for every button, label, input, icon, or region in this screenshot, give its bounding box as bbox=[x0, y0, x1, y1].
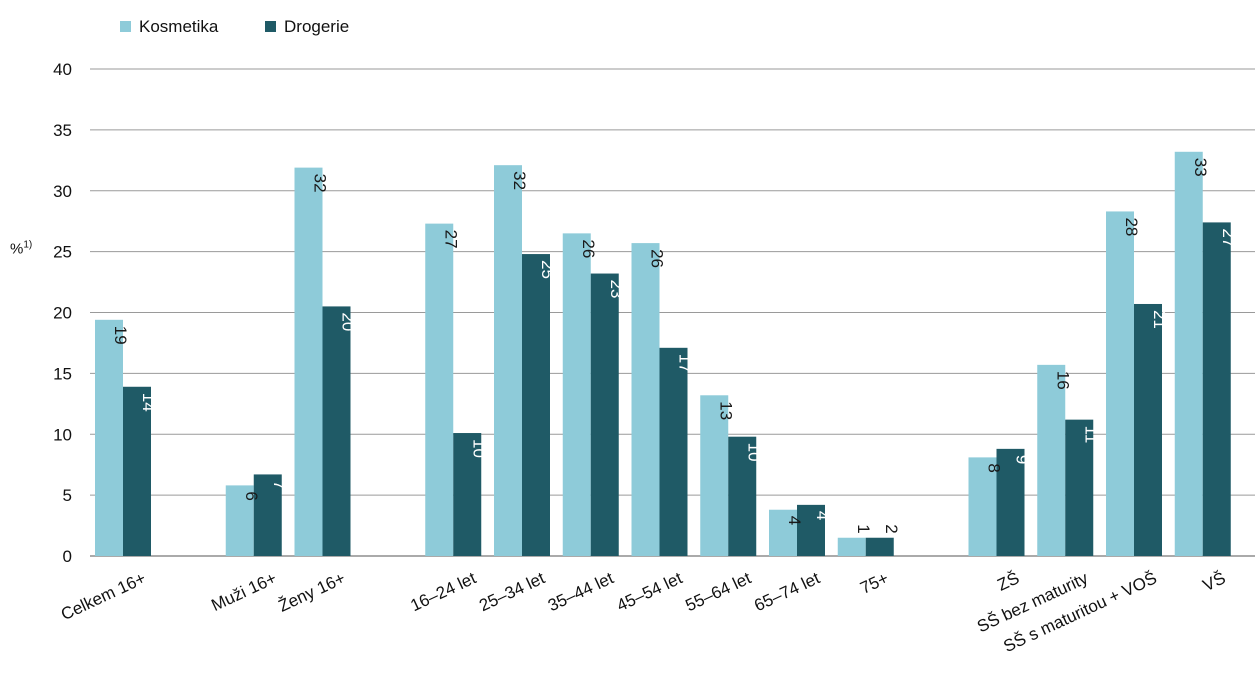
x-tick-label: 55–64 let bbox=[683, 568, 755, 615]
x-tick-label: 75+ bbox=[857, 568, 891, 597]
bar-drogerie bbox=[996, 448, 1025, 556]
y-tick-label: 25 bbox=[53, 243, 72, 262]
gridlines bbox=[90, 68, 1255, 557]
data-label: 28 bbox=[1122, 217, 1141, 236]
bar-drogerie bbox=[1134, 303, 1162, 556]
x-tick-label: 25–34 let bbox=[476, 568, 548, 615]
data-label: 2 bbox=[882, 524, 901, 533]
x-tick-label: Muži 16+ bbox=[208, 568, 279, 615]
y-axis-label-footnote: 1) bbox=[23, 240, 32, 251]
x-axis: Celkem 16+ Muži 16+Ženy 16+ 16–24 let25–34… bbox=[58, 568, 1228, 656]
data-label: 1 bbox=[854, 524, 873, 533]
x-tick-label: 45–54 let bbox=[614, 568, 686, 615]
data-label: 32 bbox=[510, 171, 529, 190]
bar-drogerie bbox=[253, 474, 282, 556]
bar-drogerie bbox=[1065, 419, 1094, 556]
legend-label-2: Drogerie bbox=[284, 17, 349, 36]
x-tick-label: Ženy 16+ bbox=[275, 568, 348, 615]
data-label: 16 bbox=[1053, 371, 1072, 390]
data-label: 7 bbox=[270, 480, 289, 489]
bar-kosmetika bbox=[837, 537, 866, 556]
bar-drogerie bbox=[728, 436, 757, 556]
data-label: 27 bbox=[441, 230, 460, 249]
y-tick-label: 35 bbox=[53, 121, 72, 140]
bar-kosmetika bbox=[494, 165, 522, 556]
data-label: 33 bbox=[1191, 158, 1210, 177]
data-label: 17 bbox=[676, 354, 695, 373]
bar-drogerie bbox=[123, 386, 151, 556]
y-tick-label: 40 bbox=[53, 60, 72, 79]
data-label: 10 bbox=[744, 443, 763, 462]
data-label: 32 bbox=[311, 174, 330, 193]
data-label: 10 bbox=[469, 439, 488, 458]
data-label: 13 bbox=[716, 401, 735, 420]
bar-kosmetika bbox=[562, 233, 591, 557]
data-label: 21 bbox=[1150, 310, 1169, 329]
data-label: 4 bbox=[813, 511, 832, 520]
bar-kosmetika bbox=[1037, 364, 1066, 556]
data-label: 4 bbox=[785, 516, 804, 525]
x-tick-label: VŠ bbox=[1200, 568, 1229, 595]
bar-kosmetika bbox=[700, 395, 729, 556]
x-tick-label: ZŠ bbox=[994, 568, 1022, 594]
data-label: 19 bbox=[111, 326, 130, 345]
bar-kosmetika bbox=[1174, 151, 1203, 557]
data-label: 27 bbox=[1219, 228, 1238, 247]
bar-drogerie bbox=[865, 537, 894, 556]
x-tick-label: 35–44 let bbox=[545, 568, 617, 615]
bar-kosmetika bbox=[1106, 211, 1134, 556]
y-axis: 0 5 10 15 20 25 30 35 40 %1) bbox=[10, 60, 72, 566]
y-tick-label: 0 bbox=[63, 547, 72, 566]
y-tick-label: 10 bbox=[53, 425, 72, 444]
bar-drogerie bbox=[322, 306, 351, 556]
bars bbox=[95, 151, 1231, 557]
data-label: 25 bbox=[538, 260, 557, 279]
bar-kosmetika bbox=[225, 485, 254, 556]
y-tick-label: 30 bbox=[53, 182, 72, 201]
bar-kosmetika bbox=[425, 223, 454, 556]
data-label: 23 bbox=[607, 280, 626, 299]
data-label: 26 bbox=[579, 239, 598, 258]
bar-kosmetika bbox=[631, 243, 660, 557]
bar-kosmetika bbox=[294, 167, 323, 556]
bar-drogerie bbox=[797, 504, 825, 556]
y-tick-label: 5 bbox=[63, 486, 72, 505]
data-label: 11 bbox=[1081, 426, 1100, 444]
legend-swatch-1 bbox=[120, 21, 131, 32]
data-label: 8 bbox=[985, 463, 1004, 472]
legend-swatch-2 bbox=[265, 21, 276, 32]
bar-drogerie bbox=[522, 254, 550, 556]
y-axis-label: %1) bbox=[10, 240, 32, 258]
y-tick-label: 20 bbox=[53, 304, 72, 323]
data-label: 26 bbox=[648, 249, 667, 268]
bar-kosmetika bbox=[968, 457, 997, 556]
data-label: 14 bbox=[139, 393, 158, 412]
data-label: 20 bbox=[339, 312, 358, 331]
y-tick-label: 15 bbox=[53, 364, 72, 383]
bar-drogerie bbox=[453, 433, 482, 556]
bar-kosmetika bbox=[769, 509, 797, 556]
legend-label-1: Kosmetika bbox=[139, 17, 219, 36]
data-label: 9 bbox=[1013, 455, 1032, 464]
bar-drogerie bbox=[659, 347, 688, 556]
legend: Kosmetika Drogerie bbox=[120, 17, 349, 36]
bar-drogerie bbox=[590, 273, 619, 556]
bar-drogerie bbox=[1202, 222, 1231, 556]
x-tick-label: 16–24 let bbox=[408, 568, 480, 615]
bar-kosmetika bbox=[95, 319, 123, 556]
x-tick-label: 65–74 let bbox=[751, 568, 823, 615]
x-tick-label: Celkem 16+ bbox=[58, 568, 149, 624]
data-label: 6 bbox=[242, 491, 261, 500]
